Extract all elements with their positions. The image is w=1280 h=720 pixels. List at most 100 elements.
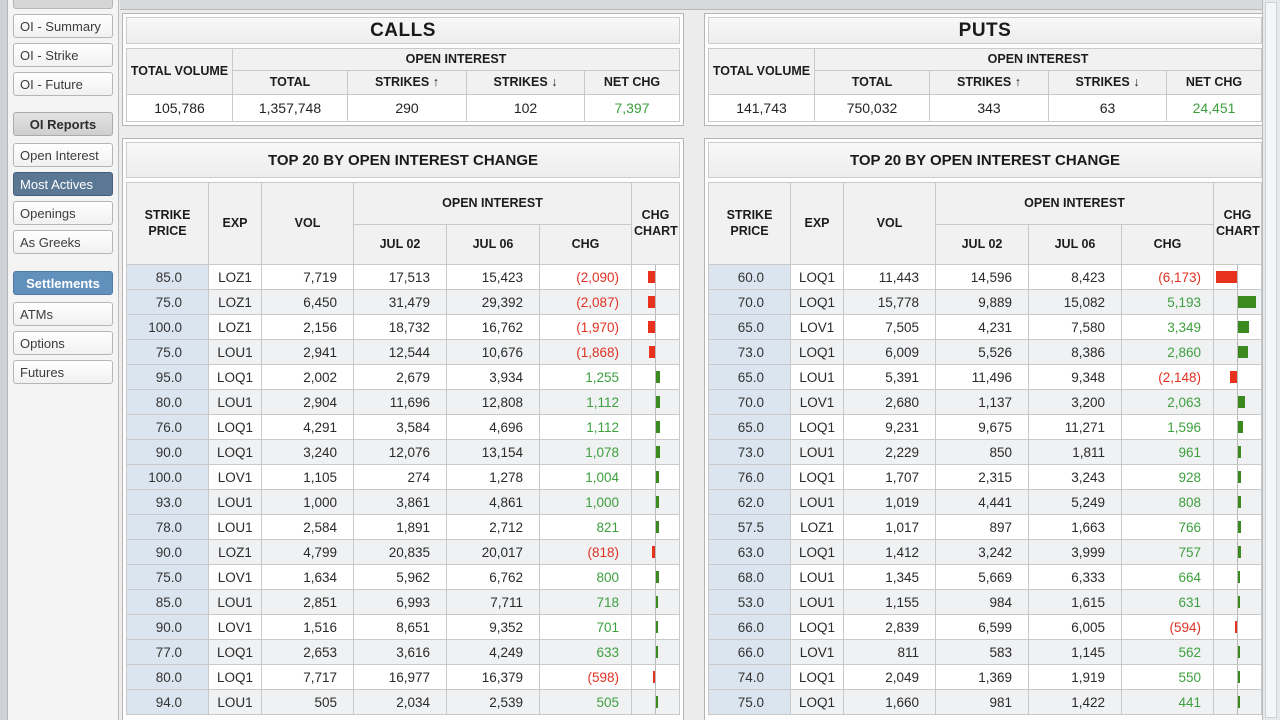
chg-cell: 928	[1120, 464, 1215, 490]
chg-chart-cell	[1213, 489, 1262, 515]
exp-cell: LOU1	[790, 439, 844, 465]
sidebar-item-open-interest[interactable]: Open Interest	[13, 143, 113, 167]
jul02-oi-cell: 17,513	[353, 264, 447, 290]
vol-cell: 2,904	[261, 389, 354, 415]
table-row: 53.0 LOU1 1,155 984 1,615 631	[708, 589, 1262, 615]
table-row: 94.0 LOU1 505 2,034 2,539 505	[126, 689, 680, 715]
chg-cell: (818)	[538, 539, 633, 565]
table-row: 90.0 LOV1 1,516 8,651 9,352 701	[126, 614, 680, 640]
vol-cell: 1,155	[843, 589, 936, 615]
chg-cell: 1,112	[538, 414, 633, 440]
chg-chart-cell	[1213, 439, 1262, 465]
sidebar-item-options[interactable]: Options	[13, 331, 113, 355]
chart-centerline	[1236, 665, 1238, 689]
sidebar-item-most-actives[interactable]: Most Actives	[13, 172, 113, 196]
chg-bar-positive	[1237, 471, 1241, 483]
jul06-oi-cell: 8,423	[1028, 264, 1122, 290]
strike-cell: 53.0	[708, 589, 791, 615]
chart-centerline	[1236, 465, 1238, 489]
exp-cell: LOQ1	[208, 664, 262, 690]
chart-centerline	[1236, 590, 1238, 614]
chg-bar-negative	[651, 546, 655, 558]
jul02-oi-cell: 5,962	[353, 564, 447, 590]
strike-cell: 94.0	[126, 689, 209, 715]
strike-cell: 75.0	[126, 564, 209, 590]
jul06-oi-cell: 3,243	[1028, 464, 1122, 490]
left-resize-gutter[interactable]	[0, 0, 8, 720]
sidebar-item-openings[interactable]: Openings	[13, 201, 113, 225]
chg-cell: (2,148)	[1120, 364, 1215, 390]
chg-cell: 441	[1120, 689, 1215, 715]
puts-total-volume-value: 141,743	[708, 94, 815, 122]
jul02-oi-cell: 4,231	[935, 314, 1029, 340]
sidebar-header-settlements[interactable]: Settlements	[13, 271, 113, 295]
jul06-oi-cell: 6,005	[1028, 614, 1122, 640]
exp-cell: LOZ1	[208, 264, 262, 290]
chg-bar-negative	[652, 671, 655, 683]
chg-chart-cell	[1213, 339, 1262, 365]
sidebar-header-oi-reports[interactable]: OI Reports	[13, 112, 113, 136]
jul06-oi-cell: 3,999	[1028, 539, 1122, 565]
jul06-oi-cell: 12,808	[446, 389, 540, 415]
jul02-oi-cell: 2,315	[935, 464, 1029, 490]
chart-centerline	[654, 540, 656, 564]
chg-cell: 800	[538, 564, 633, 590]
sidebar-item-oi-summary[interactable]: OI - Summary	[13, 14, 113, 38]
jul06-oi-cell: 20,017	[446, 539, 540, 565]
exp-cell: LOQ1	[790, 464, 844, 490]
col-header-oi-total: TOTAL	[814, 70, 930, 95]
chg-cell: 1,000	[538, 489, 633, 515]
jul02-oi-cell: 16,977	[353, 664, 447, 690]
calls-total-volume-value: 105,786	[126, 94, 233, 122]
chart-centerline	[1236, 540, 1238, 564]
chg-cell: (6,173)	[1120, 264, 1215, 290]
chart-centerline	[1236, 565, 1238, 589]
chg-bar-positive	[1237, 396, 1245, 408]
chg-chart-cell	[631, 264, 680, 290]
exp-cell: LOZ1	[790, 514, 844, 540]
strike-cell: 63.0	[708, 539, 791, 565]
vol-cell: 2,049	[843, 664, 936, 690]
sidebar-item-futures[interactable]: Futures	[13, 360, 113, 384]
sidebar-item-oi-strike[interactable]: OI - Strike	[13, 43, 113, 67]
vol-cell: 1,345	[843, 564, 936, 590]
chg-cell: 664	[1120, 564, 1215, 590]
exp-cell: LOU1	[208, 389, 262, 415]
top-panel-edge	[120, 0, 1262, 10]
right-scrollbar[interactable]	[1262, 0, 1280, 720]
strike-cell: 95.0	[126, 364, 209, 390]
scrollbar-track[interactable]	[1265, 2, 1277, 718]
sidebar-item-clipped[interactable]	[13, 0, 113, 9]
chg-bar-positive	[655, 421, 660, 433]
sidebar-item-as-greeks[interactable]: As Greeks	[13, 230, 113, 254]
jul06-oi-cell: 4,249	[446, 639, 540, 665]
jul02-oi-cell: 981	[935, 689, 1029, 715]
table-row: 63.0 LOQ1 1,412 3,242 3,999 757	[708, 539, 1262, 565]
vol-cell: 2,941	[261, 339, 354, 365]
strike-cell: 78.0	[126, 514, 209, 540]
sidebar-item-oi-future[interactable]: OI - Future	[13, 72, 113, 96]
vol-cell: 6,009	[843, 339, 936, 365]
calls-top20-panel: TOP 20 BY OPEN INTEREST CHANGE STRIKE PR…	[122, 138, 684, 720]
jul02-oi-cell: 3,861	[353, 489, 447, 515]
table-row: 93.0 LOU1 1,000 3,861 4,861 1,000	[126, 489, 680, 515]
table-row: 65.0 LOU1 5,391 11,496 9,348 (2,148)	[708, 364, 1262, 390]
col-header-chg: CHG	[1120, 224, 1215, 265]
chg-bar-positive	[655, 446, 660, 458]
strike-cell: 73.0	[708, 439, 791, 465]
chg-bar-positive	[1237, 346, 1248, 358]
exp-cell: LOQ1	[790, 614, 844, 640]
sidebar: OI - Summary OI - Strike OI - Future OI …	[8, 0, 119, 720]
jul06-oi-cell: 4,696	[446, 414, 540, 440]
vol-cell: 2,653	[261, 639, 354, 665]
chg-cell: 1,004	[538, 464, 633, 490]
exp-cell: LOV1	[790, 639, 844, 665]
exp-cell: LOQ1	[208, 414, 262, 440]
puts-net-chg-value: 24,451	[1166, 94, 1262, 122]
jul02-oi-cell: 897	[935, 514, 1029, 540]
table-row: 95.0 LOQ1 2,002 2,679 3,934 1,255	[126, 364, 680, 390]
sidebar-item-atms[interactable]: ATMs	[13, 302, 113, 326]
jul06-oi-cell: 8,386	[1028, 339, 1122, 365]
col-header-chg-chart: CHG CHART	[1213, 182, 1262, 265]
exp-cell: LOQ1	[790, 689, 844, 715]
